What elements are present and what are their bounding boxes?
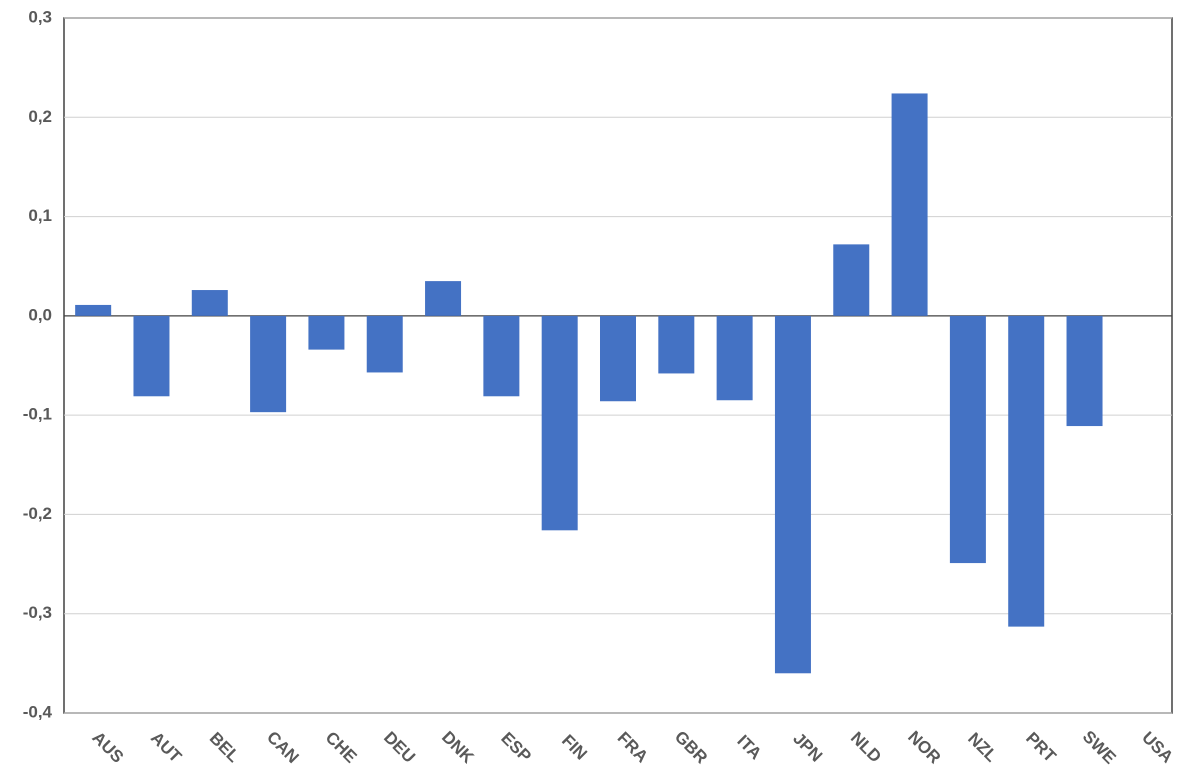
bar bbox=[541, 315, 578, 531]
y-tick-label: -0,3 bbox=[23, 603, 52, 622]
y-tick-label: 0,0 bbox=[28, 305, 52, 324]
x-tick-label: CAN bbox=[263, 728, 302, 767]
y-tick-label: 0,1 bbox=[28, 206, 52, 225]
bar bbox=[250, 315, 287, 413]
x-tick-label: SWE bbox=[1079, 727, 1120, 768]
x-tick-label: ITA bbox=[733, 731, 765, 763]
bar bbox=[891, 93, 928, 316]
bar bbox=[191, 290, 228, 316]
y-tick-label: -0,4 bbox=[23, 702, 53, 721]
y-tick-label: -0,2 bbox=[23, 504, 52, 523]
x-tick-label: PRT bbox=[1022, 729, 1060, 767]
y-tick-label: 0,2 bbox=[28, 107, 52, 126]
x-tick-label: ESP bbox=[497, 729, 534, 766]
bar bbox=[833, 244, 870, 316]
x-tick-label: FIN bbox=[558, 731, 591, 764]
bar bbox=[658, 315, 695, 374]
x-tick-label: DNK bbox=[438, 728, 478, 768]
bar bbox=[425, 281, 462, 316]
bar bbox=[774, 315, 811, 674]
x-tick-label: JPN bbox=[789, 729, 826, 766]
x-tick-label: AUS bbox=[88, 728, 127, 767]
x-tick-label: USA bbox=[1138, 728, 1177, 767]
bar bbox=[366, 315, 403, 373]
x-tick-label: NLD bbox=[847, 728, 885, 766]
bar bbox=[716, 315, 753, 401]
x-tick-label: CHE bbox=[322, 728, 361, 767]
x-tick-label: GBR bbox=[671, 727, 711, 767]
x-tick-label: FRA bbox=[614, 728, 652, 766]
bar bbox=[1066, 315, 1103, 427]
x-tick-label: DEU bbox=[380, 728, 419, 767]
y-tick-label: -0,1 bbox=[23, 405, 52, 424]
x-tick-label: NZL bbox=[964, 729, 1001, 766]
bar bbox=[483, 315, 520, 397]
x-tick-label: NOR bbox=[904, 727, 944, 767]
bar bbox=[308, 315, 345, 350]
x-tick-label: BEL bbox=[206, 729, 243, 766]
bar bbox=[949, 315, 986, 564]
bar bbox=[600, 315, 636, 402]
bar bbox=[133, 315, 170, 397]
bar bbox=[75, 304, 112, 316]
x-tick-label: AUT bbox=[147, 728, 186, 767]
y-tick-label: 0,3 bbox=[28, 7, 52, 26]
bar bbox=[1008, 315, 1045, 627]
